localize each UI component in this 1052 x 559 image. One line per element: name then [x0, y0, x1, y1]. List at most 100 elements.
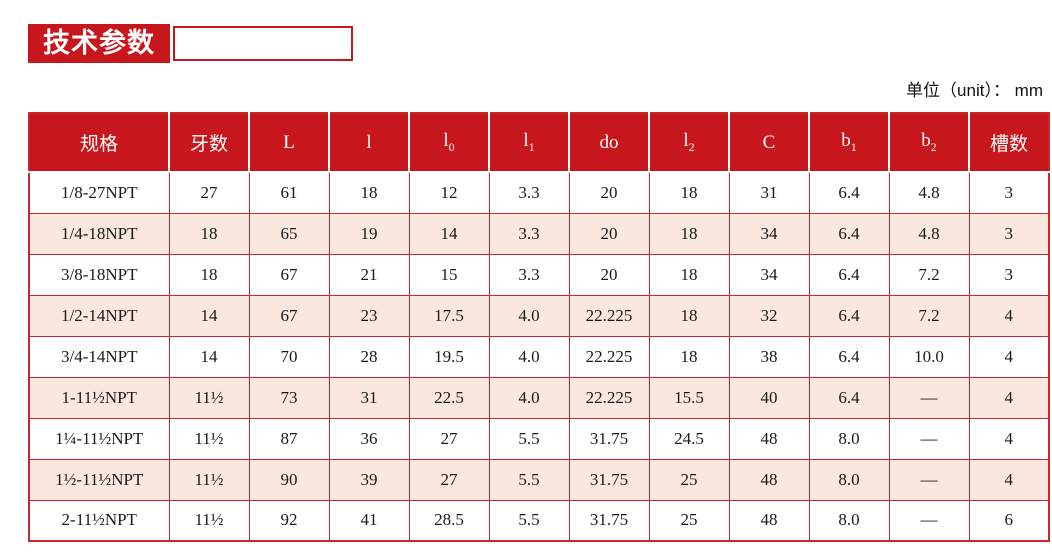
column-header-9: b1 [809, 113, 890, 173]
table-cell: 8.0 [808, 417, 890, 460]
table-cell: 65 [248, 212, 330, 255]
table-cell: 18 [648, 335, 730, 378]
table-cell: — [888, 499, 970, 542]
column-header-6: do [569, 113, 650, 173]
table-cell: 19 [328, 212, 410, 255]
table-cell: 6 [968, 499, 1050, 542]
table-cell: 4 [968, 376, 1050, 419]
table-cell: — [888, 458, 970, 501]
unit-label: 单位（unit）： mm [906, 81, 1043, 100]
table-cell: 61 [248, 171, 330, 214]
table-cell: 31.75 [568, 417, 650, 460]
table-cell: 5.5 [488, 417, 570, 460]
table-cell: 40 [728, 376, 810, 419]
table-row: 2-11½NPT 11½ 92 41 28.5 5.5 31.75 25 48 8.0—6 [28, 499, 1050, 542]
table-cell: 28.5 [408, 499, 490, 542]
table-cell: 21 [328, 253, 410, 296]
table-cell: 70 [248, 335, 330, 378]
table-cell: 5.5 [488, 499, 570, 542]
table-cell: 15 [408, 253, 490, 296]
table-cell: 3.3 [488, 212, 570, 255]
table-cell: 4.0 [488, 294, 570, 337]
column-header-3: l [329, 113, 410, 173]
table-cell: 4 [968, 417, 1050, 460]
table-row: 1-11½NPT 11½ 73 31 22.5 4.0 22.225 15.5 40 6.4—4 [28, 376, 1050, 419]
table-row: 1½-11½NPT 11½ 90 39 27 5.5 31.75 25 48 8.0—4 [28, 458, 1050, 501]
table-cell: 7.2 [888, 294, 970, 337]
table-cell: 31 [328, 376, 410, 419]
table-cell: 27 [168, 171, 250, 214]
column-header-1: 牙数 [169, 113, 250, 173]
table-cell: 22.5 [408, 376, 490, 419]
table-cell: 8.0 [808, 499, 890, 542]
table-cell: 4.8 [888, 212, 970, 255]
title-block: 技术参数 [28, 24, 353, 63]
table-cell: 36 [328, 417, 410, 460]
table-cell: 34 [728, 212, 810, 255]
table-cell: 25 [648, 499, 730, 542]
table-row: 3/8-18NPT 18 67 21 15 3.3 20 18 34 6.4 7.2 3 [28, 253, 1050, 296]
table-cell: 10.0 [888, 335, 970, 378]
table-row: 1/8-27NPT 27 61 18 12 3.3 20 18 31 6.4 4.8 3 [28, 171, 1050, 214]
table-cell: 22.225 [568, 376, 650, 419]
column-header-10: b2 [889, 113, 970, 173]
table-cell: 5.5 [488, 458, 570, 501]
table-cell: 4.8 [888, 171, 970, 214]
table-row: 1¼-11½NPT 11½ 87 36 27 5.5 31.75 24.5 48 8.0—4 [28, 417, 1050, 460]
column-header-5: l1 [489, 113, 570, 173]
table-cell: 31.75 [568, 499, 650, 542]
table-cell: 3.3 [488, 171, 570, 214]
table-cell: 3.3 [488, 253, 570, 296]
table-cell: 48 [728, 499, 810, 542]
table-cell: 4 [968, 335, 1050, 378]
table-cell: 67 [248, 294, 330, 337]
title-blank-box [173, 26, 353, 61]
table-cell: 11½ [168, 499, 250, 542]
table-cell: 6.4 [808, 171, 890, 214]
table-cell: 3 [968, 253, 1050, 296]
table-cell: 92 [248, 499, 330, 542]
table-cell: 48 [728, 417, 810, 460]
table-cell: 22.225 [568, 294, 650, 337]
table-cell: 6.4 [808, 294, 890, 337]
table-cell: 18 [648, 171, 730, 214]
table-cell: 3/8-18NPT [28, 253, 170, 296]
table-cell: 7.2 [888, 253, 970, 296]
table-cell: 4 [968, 294, 1050, 337]
table-cell: 1-11½NPT [28, 376, 170, 419]
table-cell: 14 [168, 294, 250, 337]
table-cell: 28 [328, 335, 410, 378]
table-cell: 38 [728, 335, 810, 378]
column-header-2: L [249, 113, 330, 173]
table-cell: 1½-11½NPT [28, 458, 170, 501]
table-cell: 11½ [168, 417, 250, 460]
column-header-7: l2 [649, 113, 730, 173]
table-cell: 18 [648, 253, 730, 296]
table-cell: 34 [728, 253, 810, 296]
table-cell: 18 [168, 253, 250, 296]
column-header-0: 规格 [29, 113, 170, 173]
table-cell: 11½ [168, 376, 250, 419]
table-cell: 1/4-18NPT [28, 212, 170, 255]
table-body: 1/8-27NPT 27 61 18 12 3.3 20 18 31 6.4 4.8 3 1/4-18N… [28, 171, 1050, 542]
table-cell: 1¼-11½NPT [28, 417, 170, 460]
table-cell: 87 [248, 417, 330, 460]
table-cell: 31 [728, 171, 810, 214]
table-cell: 67 [248, 253, 330, 296]
table-cell: 1/8-27NPT [28, 171, 170, 214]
column-header-8: C [729, 113, 810, 173]
table-cell: 4 [968, 458, 1050, 501]
column-header-11: 槽数 [969, 113, 1049, 173]
table-cell: 3 [968, 171, 1050, 214]
table-cell: 18 [648, 294, 730, 337]
table-cell: 4.0 [488, 376, 570, 419]
table-row: 1/2-14NPT 14 67 23 17.5 4.0 22.225 18 32 6.4 7.2 4 [28, 294, 1050, 337]
table-cell: 12 [408, 171, 490, 214]
table-cell: 48 [728, 458, 810, 501]
table-cell: 20 [568, 253, 650, 296]
page-title: 技术参数 [28, 24, 170, 63]
table-cell: 2-11½NPT [28, 499, 170, 542]
table-cell: 3 [968, 212, 1050, 255]
table-cell: 6.4 [808, 212, 890, 255]
